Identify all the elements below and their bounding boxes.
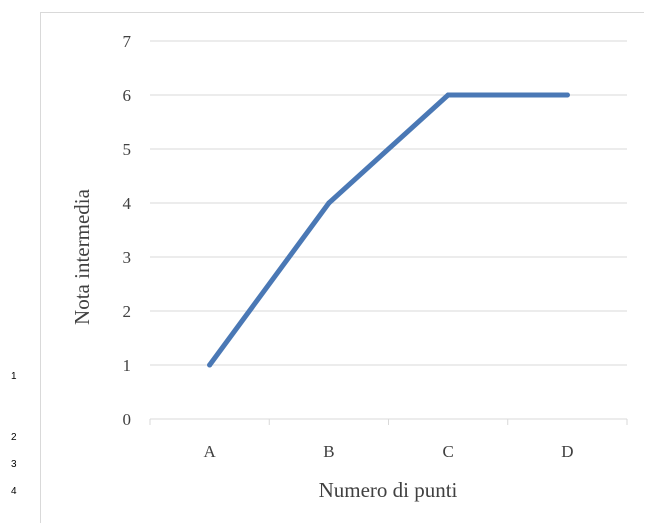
data-point-C [445, 92, 451, 98]
y-tick-label: 2 [123, 302, 132, 321]
y-tick-labels: 0 1 2 3 4 5 6 7 [123, 32, 132, 429]
series-layer [207, 92, 570, 368]
y-tick-label: 6 [123, 86, 132, 105]
x-tick-label-C: C [442, 442, 453, 461]
x-tick-labels: A B C D [203, 442, 573, 461]
x-tick-label-B: B [323, 442, 334, 461]
y-tick-label: 4 [123, 194, 132, 213]
line-number-4: 4 [11, 486, 17, 497]
x-axis [149, 418, 628, 425]
y-tick-label: 7 [123, 32, 132, 51]
line-number-2: 2 [11, 432, 17, 443]
series-line [207, 92, 570, 368]
y-tick-label: 5 [123, 140, 132, 159]
data-point-A [207, 362, 213, 368]
gridlines [150, 40, 627, 366]
line-number-1: 1 [11, 371, 17, 382]
data-point-B [326, 200, 332, 206]
y-tick-label: 1 [123, 356, 132, 375]
y-tick-label: 3 [123, 248, 132, 267]
line-number-3: 3 [11, 459, 17, 470]
y-tick-label: 0 [123, 410, 132, 429]
y-axis-title: Nota intermedia [70, 188, 94, 325]
chart-frame [40, 12, 644, 523]
x-axis-title: Numero di punti [319, 478, 458, 502]
x-tick-label-A: A [203, 442, 216, 461]
x-tick-label-D: D [561, 442, 573, 461]
data-point-D [564, 92, 570, 98]
